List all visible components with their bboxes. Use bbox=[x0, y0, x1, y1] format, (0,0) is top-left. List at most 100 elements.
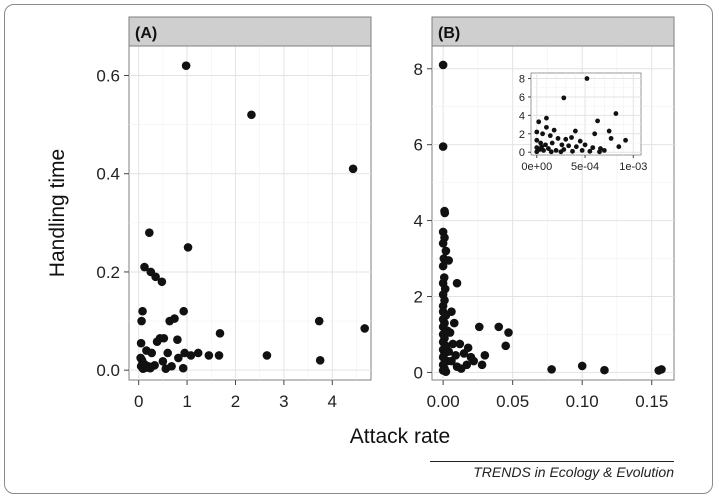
data-point bbox=[657, 365, 666, 374]
data-point bbox=[600, 365, 609, 375]
data-point bbox=[183, 243, 193, 252]
x-tick-label: 0.05 bbox=[496, 392, 529, 411]
x-tick-label: 0e+00 bbox=[521, 161, 552, 173]
panel-label: (B) bbox=[438, 25, 460, 42]
data-point bbox=[157, 277, 167, 287]
data-point bbox=[549, 140, 555, 146]
data-point bbox=[577, 138, 583, 144]
y-tick-label: 0.6 bbox=[96, 66, 120, 85]
data-point bbox=[204, 351, 214, 360]
panel-3: 0e+00 5e-04 1e-03 0 2 4 6 8 bbox=[519, 72, 647, 173]
x-tick-label: 0.15 bbox=[635, 392, 668, 411]
y-tick-label: 0 bbox=[519, 147, 525, 159]
data-point bbox=[174, 353, 183, 363]
data-point bbox=[579, 147, 585, 153]
data-point bbox=[438, 261, 448, 271]
data-point bbox=[455, 339, 465, 349]
data-point bbox=[215, 329, 225, 338]
facet-strip bbox=[128, 16, 372, 47]
y-tick-label: 8 bbox=[519, 74, 525, 86]
data-point bbox=[173, 335, 182, 345]
inset-plot-area bbox=[530, 72, 642, 156]
data-point bbox=[247, 110, 256, 120]
data-point bbox=[558, 149, 564, 155]
data-point bbox=[448, 339, 458, 349]
data-point bbox=[539, 144, 545, 150]
data-point bbox=[170, 314, 179, 323]
y-tick-label: 6 bbox=[414, 136, 423, 155]
data-point bbox=[136, 353, 145, 363]
data-point bbox=[456, 364, 466, 373]
data-point bbox=[623, 137, 628, 143]
x-tick-label: 0 bbox=[134, 392, 143, 411]
data-point bbox=[538, 140, 544, 146]
data-point bbox=[570, 148, 575, 154]
x-tick-label: 2 bbox=[231, 392, 240, 411]
y-tick-label: 0.2 bbox=[96, 263, 120, 282]
data-point bbox=[555, 136, 561, 141]
data-point bbox=[595, 118, 600, 124]
data-point bbox=[444, 256, 453, 265]
data-point bbox=[447, 356, 456, 366]
x-axis-title: Attack rate bbox=[350, 425, 450, 448]
facet-strip bbox=[431, 16, 675, 47]
data-point bbox=[152, 337, 162, 346]
data-point bbox=[563, 136, 569, 142]
y-tick-label: 0.0 bbox=[96, 361, 120, 380]
data-point bbox=[541, 147, 546, 153]
data-point bbox=[441, 367, 451, 376]
data-point bbox=[438, 239, 448, 248]
data-point bbox=[501, 341, 511, 351]
data-point bbox=[494, 322, 504, 332]
x-tick-label: 1e-03 bbox=[619, 161, 647, 173]
data-point bbox=[534, 129, 540, 135]
data-point bbox=[449, 318, 459, 328]
data-point bbox=[590, 145, 596, 151]
y-tick-label: 8 bbox=[414, 60, 423, 79]
data-point bbox=[608, 136, 614, 141]
data-point bbox=[314, 316, 324, 326]
data-point bbox=[551, 127, 557, 133]
data-point bbox=[444, 347, 453, 356]
data-point bbox=[463, 343, 473, 353]
data-point bbox=[161, 364, 171, 374]
data-point bbox=[584, 76, 590, 81]
data-point bbox=[559, 142, 565, 148]
data-point bbox=[445, 328, 455, 337]
data-point bbox=[504, 328, 513, 337]
data-point bbox=[547, 365, 556, 374]
data-point bbox=[577, 361, 587, 371]
data-point bbox=[540, 131, 545, 137]
x-tick-label: 4 bbox=[328, 392, 337, 411]
y-tick-label: 2 bbox=[414, 288, 423, 307]
x-tick-label: 1 bbox=[182, 392, 191, 411]
data-point bbox=[159, 333, 169, 343]
panel-1: 0 1 2 3 4 0.0 0.2 0.4 0.6 (A) bbox=[96, 16, 372, 411]
data-point bbox=[348, 164, 358, 174]
data-point bbox=[140, 262, 149, 272]
y-tick-label: 2 bbox=[519, 129, 525, 141]
plot-area bbox=[128, 45, 372, 381]
data-point bbox=[452, 278, 462, 288]
data-point bbox=[163, 348, 173, 358]
data-point bbox=[573, 144, 579, 150]
data-point bbox=[151, 272, 160, 282]
data-point bbox=[480, 351, 490, 360]
data-point bbox=[441, 246, 451, 256]
data-point bbox=[582, 142, 588, 148]
data-point bbox=[147, 348, 157, 358]
data-point bbox=[145, 228, 154, 237]
data-point bbox=[569, 135, 574, 140]
data-point bbox=[262, 351, 272, 360]
data-point bbox=[178, 363, 188, 373]
data-point bbox=[544, 124, 549, 130]
data-point bbox=[179, 306, 188, 316]
source-credit: TRENDS in Ecology & Evolution bbox=[430, 461, 674, 480]
data-point bbox=[553, 147, 559, 153]
y-tick-label: 4 bbox=[414, 212, 423, 231]
data-point bbox=[545, 146, 551, 151]
data-point bbox=[587, 148, 593, 154]
data-point bbox=[536, 119, 542, 125]
y-tick-label: 6 bbox=[519, 92, 525, 104]
